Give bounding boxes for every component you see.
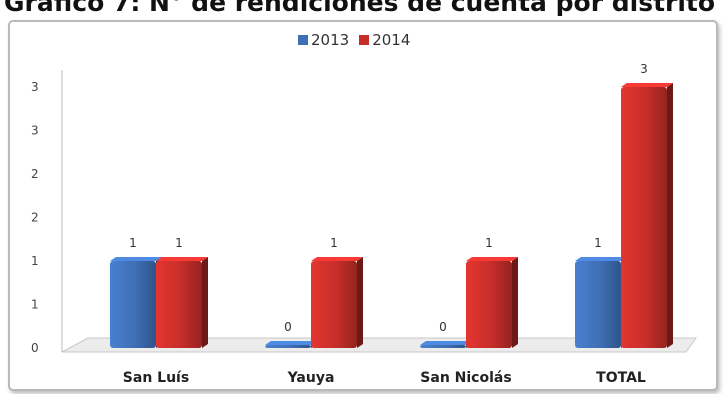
- legend: 2013 2014: [298, 30, 410, 50]
- y-tick-label: 3: [31, 80, 39, 94]
- chart-title: Gráfico 7: N° de rendiciones de cuenta p…: [4, 0, 716, 17]
- bar-2013-1: [265, 345, 311, 348]
- y-tick-label: 0: [31, 341, 39, 355]
- bar-2014-0: [156, 261, 202, 348]
- bar-2013-0: [110, 261, 156, 348]
- bar-top: [110, 257, 162, 261]
- y-tick-label: 1: [31, 254, 39, 268]
- x-category-label: TOTAL: [596, 370, 646, 386]
- bar-2014-3: [621, 87, 667, 348]
- legend-swatch-2014: [359, 35, 370, 45]
- x-category-label: San Nicolás: [420, 370, 511, 386]
- legend-label-2014: 2014: [372, 31, 411, 49]
- data-label: 1: [129, 236, 137, 250]
- bar-side: [667, 83, 673, 348]
- bar-top: [466, 257, 518, 261]
- x-category-label: Yauya: [287, 370, 335, 386]
- x-category-label: San Luís: [123, 370, 189, 386]
- legend-label-2013: 2013: [311, 31, 350, 49]
- bar-top: [420, 341, 472, 345]
- bar-top: [621, 83, 673, 87]
- y-tick-label: 3: [31, 124, 39, 138]
- bar-2014-2: [466, 261, 512, 348]
- data-label: 3: [640, 62, 648, 76]
- bar-2013-3: [575, 261, 621, 348]
- data-label: 0: [439, 320, 447, 334]
- data-label: 1: [175, 236, 183, 250]
- bar-side: [512, 257, 518, 348]
- data-label: 1: [594, 236, 602, 250]
- bar-2014-1: [311, 261, 357, 348]
- y-tick-label: 2: [31, 167, 39, 181]
- data-label: 0: [284, 320, 292, 334]
- bar-side: [357, 257, 363, 348]
- data-label: 1: [330, 236, 338, 250]
- bar-2013-2: [420, 345, 466, 348]
- bar-top: [156, 257, 208, 261]
- bar-top: [311, 257, 363, 261]
- legend-swatch-2013: [298, 35, 308, 45]
- legend-item-2013: 2013: [298, 31, 349, 49]
- chart-floor: [61, 337, 697, 353]
- y-tick-label: 2: [31, 211, 39, 225]
- bar-side: [202, 257, 208, 348]
- data-label: 1: [485, 236, 493, 250]
- bar-top: [575, 257, 627, 261]
- legend-item-2014: 2014: [359, 31, 410, 49]
- bar-top: [265, 341, 317, 345]
- y-tick-label: 1: [31, 298, 39, 312]
